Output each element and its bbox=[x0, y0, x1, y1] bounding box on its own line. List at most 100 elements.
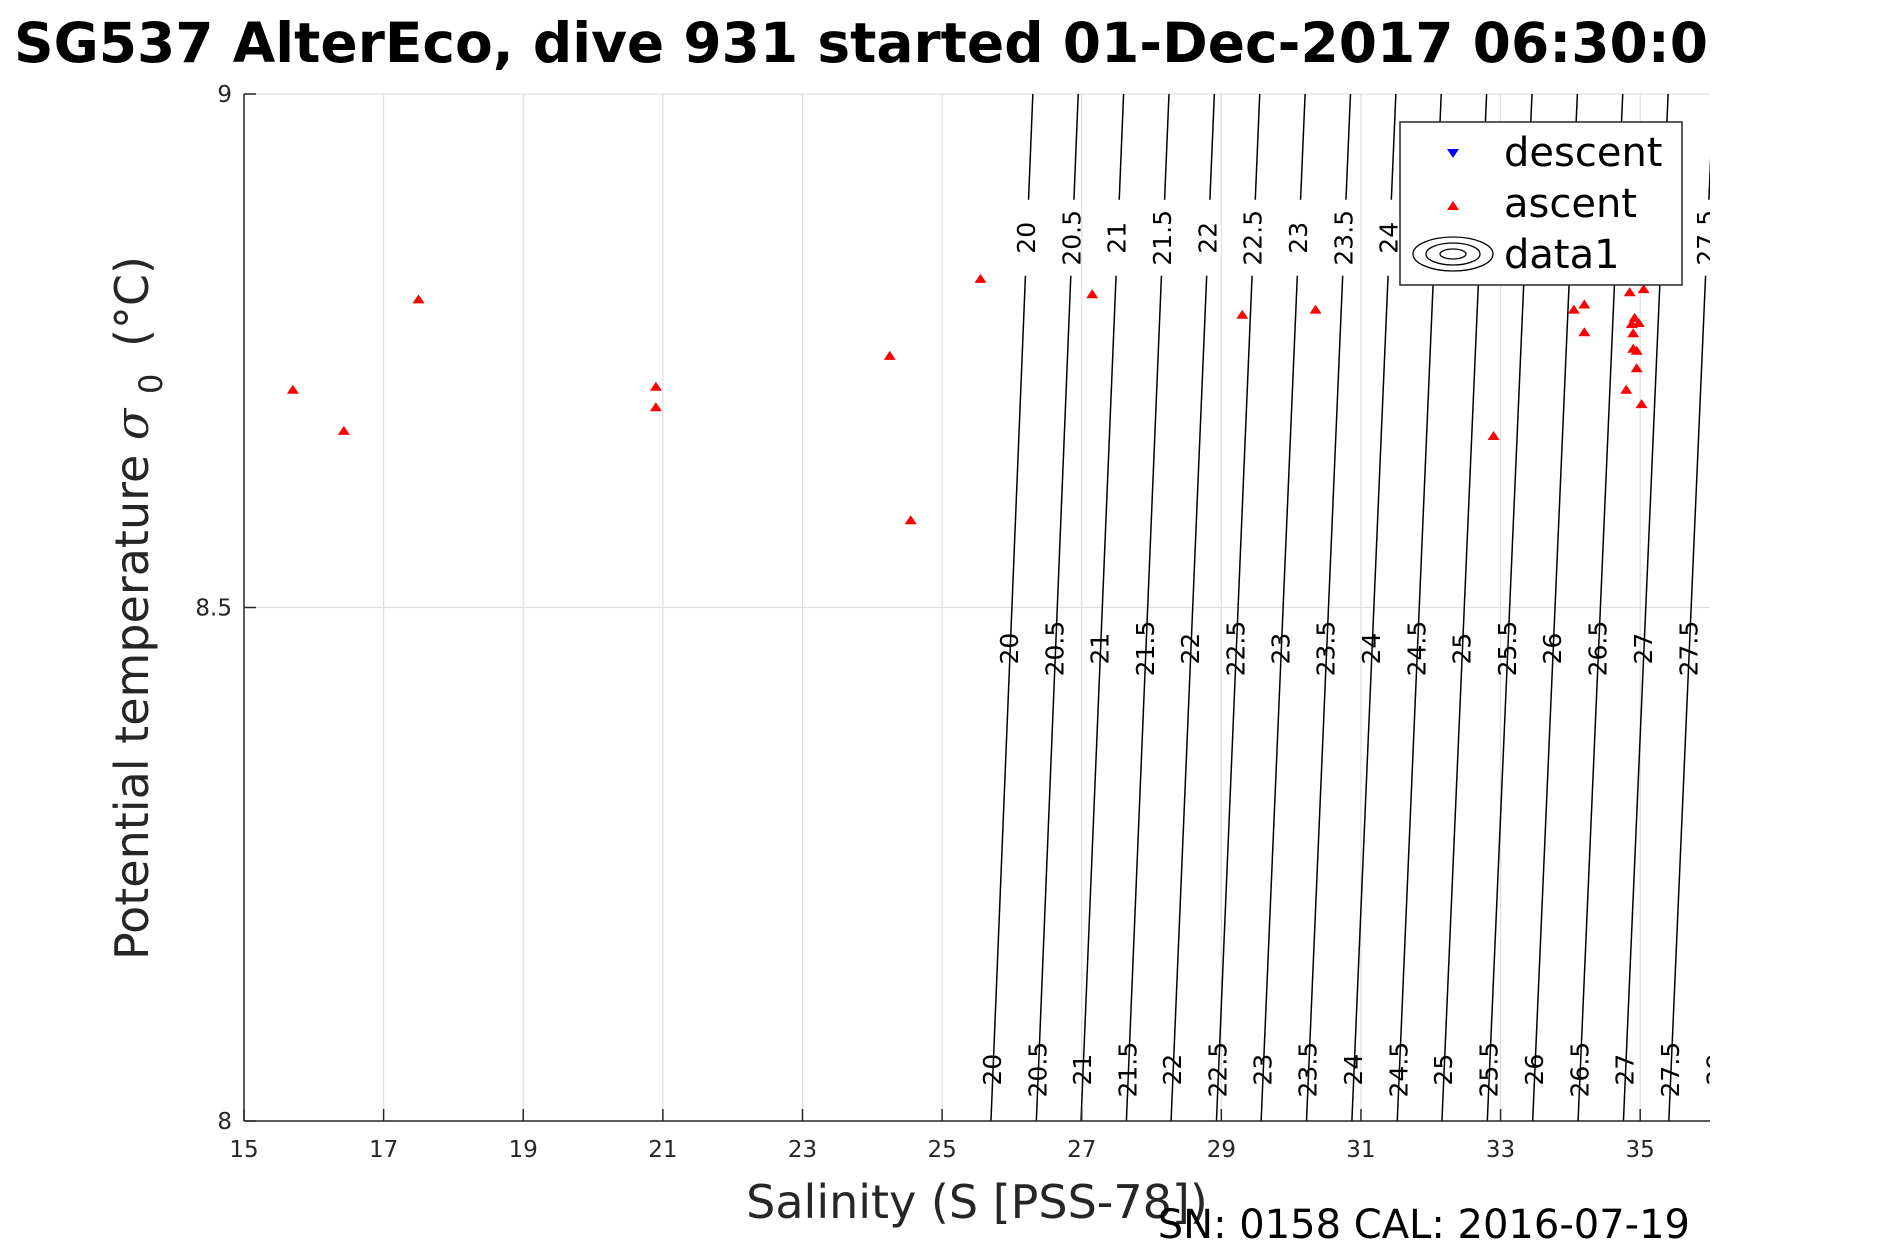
ascent-point bbox=[1627, 328, 1640, 338]
contour-label: 23.5 bbox=[1294, 1042, 1323, 1098]
y-ticks: 88.59 bbox=[195, 82, 256, 1135]
x-tick-label: 31 bbox=[1346, 1137, 1375, 1163]
x-tick-label: 33 bbox=[1486, 1137, 1515, 1163]
legend: descent ascent data1 bbox=[1399, 121, 1683, 286]
x-tick-label: 35 bbox=[1626, 1137, 1655, 1163]
contour-label: 23 bbox=[1284, 222, 1313, 254]
contour-label: 21 bbox=[1103, 222, 1132, 254]
x-tick-label: 27 bbox=[1067, 1137, 1096, 1163]
contour-line bbox=[1577, 275, 1616, 1121]
serial-calibration-footer: SN: 0158 CAL: 2016-07-19 bbox=[1158, 1202, 1690, 1248]
contour-label: 27.5 bbox=[1692, 210, 1721, 266]
y-tick-label: 9 bbox=[217, 82, 232, 108]
contour-line bbox=[1163, 94, 1170, 200]
ascent-point bbox=[649, 381, 662, 391]
contour-label: 22.5 bbox=[1239, 210, 1268, 266]
contour-line bbox=[1027, 94, 1034, 200]
ascent-point bbox=[286, 384, 299, 394]
contour-label: 24.5 bbox=[1384, 1042, 1413, 1098]
contour-line bbox=[1486, 275, 1525, 1121]
contour-label: 21.5 bbox=[1148, 210, 1177, 266]
ascent-point bbox=[1630, 345, 1643, 355]
contour-label: 27 bbox=[1629, 633, 1658, 665]
contour-label: 22.5 bbox=[1221, 621, 1250, 677]
ascent-point bbox=[1236, 309, 1249, 319]
contour-line bbox=[1668, 275, 1707, 1121]
x-axis-label: Salinity (S [PSS-78]) bbox=[746, 1175, 1208, 1229]
contour-label: 27.5 bbox=[1656, 1042, 1685, 1098]
contour-label: 23 bbox=[1248, 1054, 1277, 1086]
ascent-point bbox=[1487, 430, 1500, 440]
contour-label: 23.5 bbox=[1312, 621, 1341, 677]
contour-label: 26.5 bbox=[1565, 1042, 1594, 1098]
contour-line bbox=[1035, 275, 1072, 1121]
contour-label: 24 bbox=[1339, 1054, 1368, 1086]
contour-label: 25 bbox=[1447, 633, 1476, 665]
contour-label: 27 bbox=[1611, 1054, 1640, 1086]
contour-label: 27.5 bbox=[1674, 621, 1703, 677]
ascent-point bbox=[1637, 284, 1650, 294]
contour-line bbox=[1260, 275, 1299, 1121]
ascent-point bbox=[974, 273, 987, 283]
contour-label: 20 bbox=[1012, 222, 1041, 254]
ascent-point bbox=[1632, 318, 1645, 328]
contour-line bbox=[1073, 94, 1079, 200]
ascent-point bbox=[1635, 399, 1648, 409]
legend-descent-marker-icon bbox=[1447, 149, 1459, 158]
ascent-point bbox=[412, 294, 425, 304]
x-ticks: 15 17 19 21 23 25 27 29 31 33 35 bbox=[229, 1109, 1655, 1163]
y-axis-label-group: Potential temperature σ 0 (°C) bbox=[105, 256, 173, 960]
contour-label: 21 bbox=[1068, 1054, 1097, 1086]
contour-line bbox=[1531, 275, 1571, 1121]
ascent-point bbox=[649, 402, 662, 412]
x-tick-label: 23 bbox=[788, 1137, 817, 1163]
chart-title: SG537 AlterEco, dive 931 started 01-Dec-… bbox=[14, 11, 1708, 75]
contour-line bbox=[1305, 275, 1344, 1121]
x-tick-label: 17 bbox=[369, 1137, 398, 1163]
ascent-point bbox=[1578, 327, 1591, 337]
legend-descent-label: descent bbox=[1504, 130, 1662, 176]
contour-line bbox=[1125, 275, 1163, 1121]
ascent-point bbox=[1086, 289, 1099, 299]
contour-line bbox=[1080, 275, 1117, 1121]
contour-line bbox=[1441, 275, 1480, 1121]
contour-line bbox=[1351, 275, 1389, 1121]
x-tick-label: 19 bbox=[509, 1137, 538, 1163]
contour-line bbox=[990, 275, 1027, 1121]
ascent-point bbox=[904, 515, 917, 525]
contour-label: 22 bbox=[1176, 633, 1205, 665]
legend-ascent-marker-icon bbox=[1447, 201, 1459, 210]
contour-label: 20.5 bbox=[1023, 1042, 1052, 1098]
ascent-point bbox=[883, 350, 896, 360]
contour-line bbox=[1396, 275, 1435, 1121]
contour-label: 22.5 bbox=[1204, 1042, 1233, 1098]
contour-label: 22 bbox=[1193, 222, 1222, 254]
ascent-point bbox=[1620, 384, 1633, 394]
contour-label: 20 bbox=[995, 633, 1024, 665]
x-tick-label: 21 bbox=[648, 1137, 677, 1163]
contour-line bbox=[1215, 275, 1253, 1121]
contour-line bbox=[1708, 156, 1710, 200]
ascent-point bbox=[1623, 287, 1636, 297]
contour-line bbox=[1170, 275, 1208, 1121]
legend-ascent-label: ascent bbox=[1504, 181, 1637, 227]
contour-label: 22 bbox=[1158, 1054, 1187, 1086]
contour-label: 21 bbox=[1086, 633, 1115, 665]
contour-label: 25 bbox=[1429, 1054, 1458, 1086]
ascent-point bbox=[1578, 299, 1591, 309]
y-axis-label-subscript: 0 bbox=[132, 374, 170, 394]
x-tick-label: 25 bbox=[927, 1137, 956, 1163]
contour-label: 26 bbox=[1538, 633, 1567, 665]
contour-label: 23.5 bbox=[1329, 210, 1358, 266]
contour-line bbox=[1299, 94, 1306, 200]
contour-label: 24 bbox=[1357, 633, 1386, 665]
ascent-point bbox=[337, 425, 350, 435]
ascent-point bbox=[1567, 304, 1580, 314]
y-axis-label: Potential temperature σ 0 (°C) bbox=[105, 256, 173, 960]
x-tick-label: 15 bbox=[229, 1137, 258, 1163]
contour-label: 28 bbox=[1701, 1054, 1730, 1086]
contour-label: 26 bbox=[1520, 1054, 1549, 1086]
contour-line bbox=[1345, 94, 1352, 200]
y-axis-label-unit: (°C) bbox=[105, 256, 159, 347]
